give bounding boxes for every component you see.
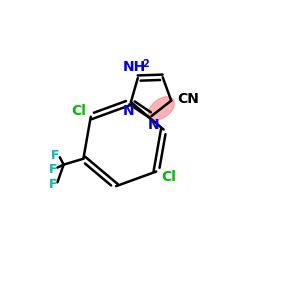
Text: CN: CN <box>177 92 199 106</box>
Text: F: F <box>49 164 57 176</box>
Text: NH: NH <box>123 60 146 74</box>
Text: F: F <box>51 149 60 162</box>
Text: F: F <box>49 178 57 191</box>
Text: Cl: Cl <box>71 104 86 118</box>
Text: N: N <box>123 104 134 118</box>
Ellipse shape <box>148 97 174 120</box>
Text: Cl: Cl <box>161 170 176 184</box>
Text: 2: 2 <box>142 59 149 69</box>
Text: N: N <box>148 118 160 132</box>
